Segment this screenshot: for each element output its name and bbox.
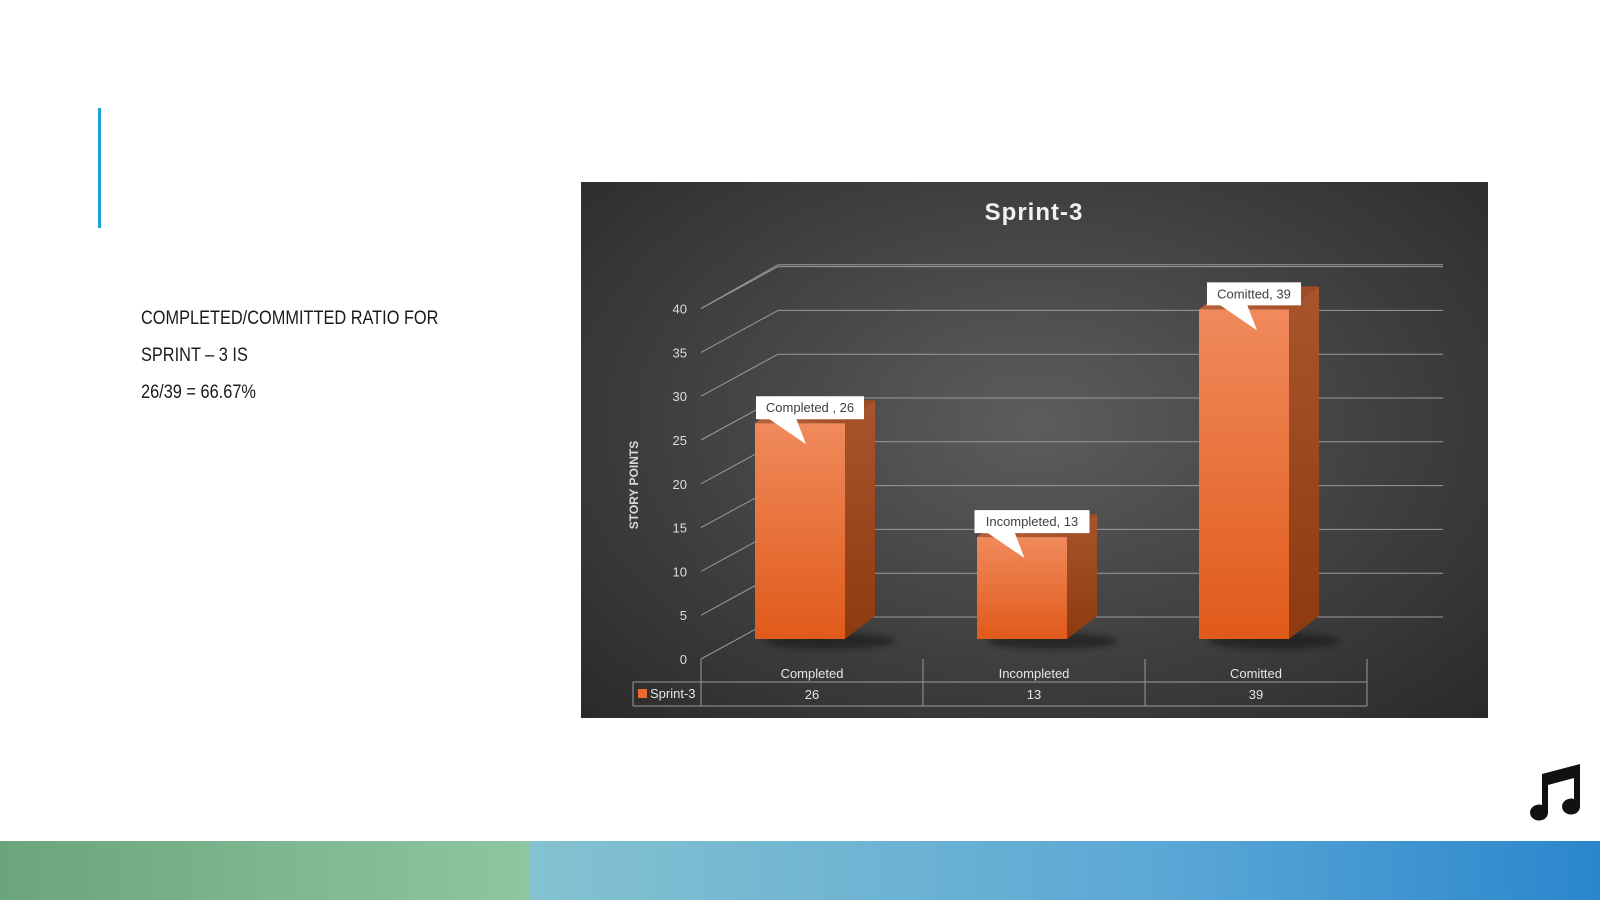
footer-band-left (0, 841, 530, 900)
y-tick-label: 20 (673, 477, 687, 492)
body-text-line-2: 26/39 = 66.67% (141, 382, 256, 403)
table-value: 13 (1027, 687, 1041, 702)
y-tick-label: 40 (673, 302, 687, 317)
data-label-pointer (986, 532, 1025, 559)
data-label-box (974, 510, 1090, 534)
data-label: Incompleted, 13 (986, 514, 1079, 529)
body-text-line-1: COMPLETED/COMMITTED RATIO FOR SPRINT – 3… (141, 308, 439, 366)
table-value: 39 (1249, 687, 1263, 702)
y-tick-label: 30 (673, 389, 687, 404)
bar-chart: Sprint-3 STORY POINTS 0 5 10 15 20 25 30 35 40 C… (627, 199, 1443, 707)
gridline-diag (700, 353, 779, 397)
y-tick-label: 10 (673, 564, 687, 579)
y-axis-label: STORY POINTS (627, 441, 641, 529)
legend-label: Sprint-3 (650, 686, 696, 701)
data-label-box (756, 396, 864, 420)
data-label-pointer (768, 418, 806, 445)
y-tick-label: 15 (673, 521, 687, 536)
chart-panel: Sprint-3 STORY POINTS 0 5 10 15 20 25 30 35 40 C… (581, 182, 1488, 718)
footer-band (0, 841, 1600, 900)
y-tick-label: 25 (673, 433, 687, 448)
accent-line (98, 108, 101, 228)
bar-side (845, 400, 875, 639)
chart-title: Sprint-3 (985, 199, 1084, 226)
data-label-box (1207, 282, 1301, 306)
x-tick-label: Comitted (1230, 666, 1282, 681)
bar (1199, 309, 1289, 639)
slide-body-text: COMPLETED/COMMITTED RATIO FOR SPRINT – 3… (141, 300, 502, 411)
gridline-diag (700, 309, 779, 353)
table-value: 26 (805, 687, 819, 702)
gridline-diag (700, 266, 779, 310)
bar (755, 423, 845, 639)
data-label-pointer (1219, 304, 1257, 331)
y-tick-label: 0 (680, 652, 687, 667)
x-tick-label: Incompleted (999, 666, 1070, 681)
footer-band-right (530, 841, 1600, 900)
data-label: Comitted, 39 (1217, 286, 1291, 301)
bar-side (1289, 286, 1319, 639)
bar-side (1067, 514, 1097, 639)
y-tick-label: 5 (680, 608, 687, 623)
x-tick-label: Completed (781, 666, 844, 681)
y-tick-label: 35 (673, 345, 687, 360)
data-label: Completed , 26 (766, 400, 854, 415)
music-note-icon[interactable] (1528, 762, 1584, 824)
legend-swatch (638, 689, 647, 698)
